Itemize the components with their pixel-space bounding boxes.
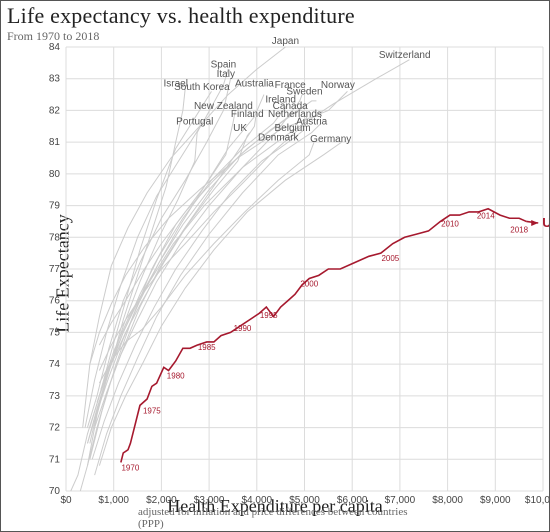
usa-year-label: 2018: [510, 226, 528, 235]
country-series: [90, 95, 264, 460]
svg-text:$4,000: $4,000: [242, 495, 273, 506]
country-label: South Korea: [174, 82, 230, 93]
svg-text:$5,000: $5,000: [289, 495, 320, 506]
svg-text:$8,000: $8,000: [432, 495, 463, 506]
svg-text:$2,000: $2,000: [146, 495, 177, 506]
svg-text:71: 71: [49, 454, 61, 465]
usa-year-label: 2010: [441, 219, 459, 228]
usa-year-label: 1975: [143, 406, 161, 415]
country-label: Portugal: [176, 117, 213, 128]
svg-text:83: 83: [49, 74, 61, 85]
country-series: [92, 129, 304, 459]
usa-year-label: 2000: [300, 280, 318, 289]
svg-text:80: 80: [49, 169, 61, 180]
svg-text:70: 70: [49, 486, 61, 497]
country-series: [87, 104, 287, 443]
country-label: Germany: [310, 134, 351, 145]
country-label: Japan: [272, 36, 299, 47]
svg-text:77: 77: [49, 264, 61, 275]
svg-text:$7,000: $7,000: [385, 495, 416, 506]
country-label: Denmark: [258, 133, 300, 144]
svg-text:81: 81: [49, 137, 61, 148]
usa-year-label: 1990: [234, 324, 252, 333]
svg-text:$6,000: $6,000: [337, 495, 368, 506]
svg-text:82: 82: [49, 105, 61, 116]
svg-text:$3,000: $3,000: [194, 495, 225, 506]
svg-text:79: 79: [49, 201, 61, 212]
plot-svg: $0 $1,000 $2,000 $3,000 $4,000 $5,000 $6,000 $7…: [1, 1, 550, 532]
svg-text:78: 78: [49, 232, 61, 243]
chart-container: Life expectancy vs. health expenditure F…: [0, 0, 550, 532]
usa-year-label: 1980: [167, 371, 185, 380]
country-series: [80, 126, 200, 491]
country-series: [95, 123, 322, 475]
country-label: Italy: [217, 69, 235, 80]
svg-text:75: 75: [49, 327, 61, 338]
usa-label: USA: [542, 215, 550, 230]
country-label: Australia: [235, 79, 274, 90]
usa-year-label: 1970: [121, 463, 139, 472]
svg-text:$1,000: $1,000: [98, 495, 129, 506]
svg-text:$0: $0: [60, 495, 72, 506]
svg-text:76: 76: [49, 296, 61, 307]
svg-text:73: 73: [49, 391, 61, 402]
svg-text:84: 84: [49, 42, 61, 53]
usa-year-label: 1995: [260, 311, 278, 320]
svg-text:$9,000: $9,000: [480, 495, 511, 506]
svg-text:$10,000: $10,000: [525, 495, 550, 506]
usa-year-label: 1985: [198, 343, 216, 352]
arrow-icon: [531, 220, 538, 226]
usa-year-label: 2014: [477, 211, 495, 220]
usa-year-label: 2005: [381, 254, 399, 263]
country-label: Norway: [321, 80, 355, 91]
svg-text:72: 72: [49, 423, 61, 434]
svg-text:74: 74: [49, 359, 61, 370]
country-label: UK: [233, 123, 247, 134]
country-label: Switzerland: [379, 50, 431, 61]
country-label: Finland: [231, 109, 264, 120]
